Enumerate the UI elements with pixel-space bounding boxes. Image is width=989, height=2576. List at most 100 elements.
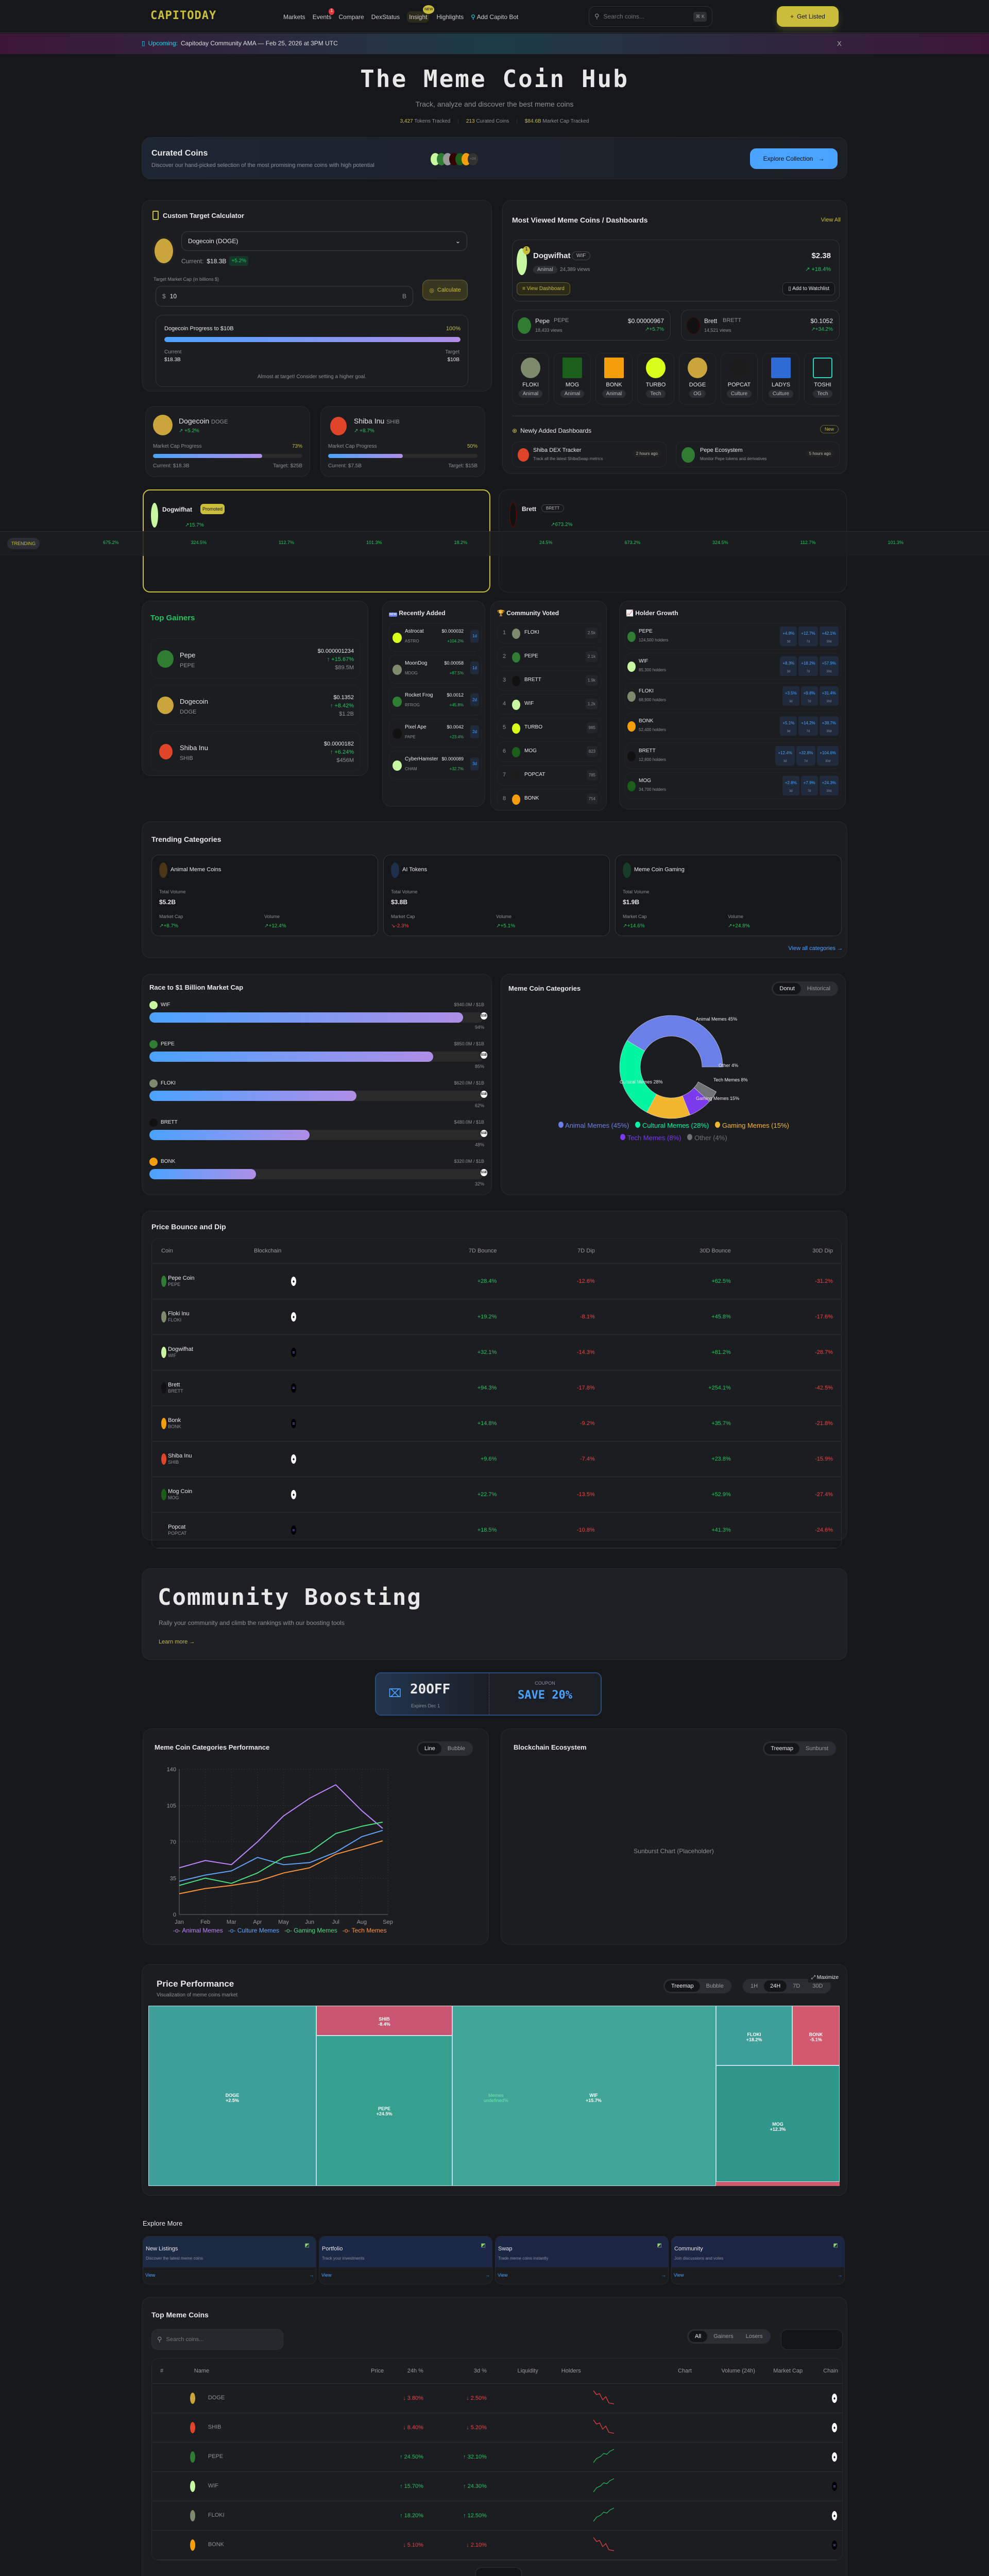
table-row[interactable]: Popcat POPCAT ≡ +18.5% -10.8% +41.3% -24.6% (152, 1512, 841, 1548)
category-card[interactable]: Animal Meme Coins Total Volume $5.2B Market… (151, 855, 378, 936)
voted-item[interactable]: 2 PEPE 2.1k (497, 647, 601, 667)
legend-item[interactable]: -o- Animal Memes (173, 1927, 223, 1934)
treemap-cell[interactable]: MOG +12.3% (716, 2065, 840, 2182)
treemap-cell[interactable]: BONK -5.1% (792, 2006, 840, 2065)
tab-line[interactable]: Line (418, 1743, 441, 1754)
holder-item[interactable]: BONK 52,400 holders +5.1% 3d+14.2% 7d+38.7% 3… (625, 713, 841, 739)
sort-select[interactable] (781, 2329, 843, 2350)
table-row[interactable]: WIF ↑ 15.70% ↑ 24.30% ≡ (152, 2471, 842, 2501)
table-row[interactable]: Floki Inu FLOKI ♦ +19.2% -8.1% +45.8% -17.6% (152, 1299, 841, 1334)
coin-tile[interactable]: TOSHI Tech (804, 353, 841, 404)
tab-bubble[interactable]: Bubble (447, 1745, 465, 1752)
learn-more-link[interactable]: Learn more → (159, 1639, 195, 1645)
treemap-cell[interactable]: Memes undefined% WIF +15.7% (452, 2006, 716, 2186)
voted-item[interactable]: 4 WIF 1.2k (497, 694, 601, 715)
treemap-cell[interactable]: SHIB -8.4% (316, 2006, 452, 2036)
range-24h[interactable]: 24H (764, 1980, 787, 1992)
gainer-row[interactable]: Shiba Inu SHIB $0.0000182 ↑ +6.24% $456M (150, 731, 361, 771)
tab-treemap[interactable]: Treemap (764, 1743, 799, 1754)
recent-item[interactable]: MoonDog MDOG $0.00058 +87.5% 1d (389, 655, 482, 684)
tab-treemap[interactable]: Treemap (665, 1980, 700, 1992)
holder-item[interactable]: FLOKI 68,900 holders +3.5% 3d+9.8% 7d+31.4% 3… (625, 683, 841, 709)
new-dashboard-item[interactable]: Shiba DEX Tracker Track all the latest S… (512, 442, 667, 467)
table-row[interactable]: Mog Coin MOG ♦ +22.7% -13.5% +52.9% -27.4% (152, 1477, 841, 1512)
search-input[interactable] (603, 13, 690, 20)
table-row[interactable]: Brett BRETT ≡ +94.3% -17.8% +254.1% -42.5% (152, 1370, 841, 1405)
viewed-coin-card[interactable]: Brett BRETT 14,521 views $0.1052 ↗+34.2% (681, 310, 840, 341)
calculate-button[interactable]: ◎ Calculate (422, 280, 468, 300)
banner-close-button[interactable]: X (837, 40, 842, 47)
holder-item[interactable]: BRETT 12,800 holders +12.4% 3d+32.8% 7d+104.… (625, 742, 841, 769)
category-card[interactable]: Meme Coin Gaming Total Volume $1.9B Market … (615, 855, 842, 936)
legend-item[interactable]: Animal Memes (45%) (558, 1122, 629, 1129)
recent-item[interactable]: Astrocat ASTRO $0.000032 +104.2% 1d (389, 623, 482, 652)
recent-item[interactable]: Rocket Frog RFROG $0.0012 +45.8% 2d (389, 687, 482, 716)
tab-historical[interactable]: Historical (807, 986, 830, 992)
tab-donut[interactable]: Donut (773, 983, 801, 994)
treemap-cell[interactable]: DOGE +2.5% (148, 2006, 316, 2186)
view-dashboard-button[interactable]: ≡ View Dashboard (517, 282, 570, 295)
recent-item[interactable]: CyberHamster CHAM $0.000089 +32.7% 3d (389, 751, 482, 779)
recent-item[interactable]: Pixel Ape PAPE $0.0042 +23.4% 2d (389, 719, 482, 748)
gainer-row[interactable]: Pepe PEPE $0.000001234 ↑ +15.67% $89.5M (150, 638, 361, 679)
coin-tile[interactable]: MOG Animal (554, 353, 591, 404)
gainer-row[interactable]: Dogecoin DOGE $0.1352 ↑ +8.42% $1.2B (150, 685, 361, 725)
top-viewed-coin[interactable]: 1 Dogwifhat WIF Animal 24,389 views $2.3… (512, 240, 840, 301)
nav-compare[interactable]: Compare (338, 13, 364, 21)
curated-avatars[interactable]: +24 (431, 153, 478, 165)
coin-search[interactable]: ⚲ (151, 2329, 283, 2350)
coin-tile[interactable]: LADYS Culture (762, 353, 799, 404)
filter-losers[interactable]: Losers (745, 2333, 763, 2340)
search-box[interactable]: ⚲ ⌘ K (589, 6, 712, 27)
explore-card[interactable]: Swap Trade meme coins instantly ◩ View → (495, 2236, 669, 2284)
legend-item[interactable]: -o- Tech Memes (342, 1927, 387, 1934)
voted-item[interactable]: 8 BONK 754 (497, 789, 601, 805)
add-watchlist-button[interactable]: ▯ Add to Watchlist (782, 282, 835, 295)
legend-item[interactable]: -o- Gaming Memes (284, 1927, 337, 1934)
legend-item[interactable]: -o- Culture Memes (228, 1927, 280, 1934)
legend-item[interactable]: Gaming Memes (15%) (715, 1122, 789, 1129)
new-dashboard-item[interactable]: Pepe Ecosystem Monitor Pepe tokens and d… (676, 442, 840, 467)
table-row[interactable]: Bonk BONK ≡ +14.8% -9.2% +35.7% -21.8% (152, 1405, 841, 1441)
coin-search-input[interactable] (166, 2336, 240, 2343)
load-more-button[interactable] (475, 2567, 522, 2576)
view-all-link[interactable]: View All (821, 217, 841, 223)
coin-tile[interactable]: DOGE OG (679, 353, 716, 404)
table-row[interactable]: Dogwifhat WIF ≡ +32.1% -14.3% +81.2% -28.7% (152, 1334, 841, 1370)
holder-item[interactable]: PEPE 124,500 holders +4.8% 3d+12.7% 7d+42.1%… (625, 623, 841, 650)
voted-item[interactable]: 5 TURBO 985 (497, 718, 601, 738)
holder-item[interactable]: WIF 85,300 holders +8.3% 3d+18.2% 7d+57.9% 30… (625, 653, 841, 680)
get-listed-button[interactable]: + Get Listed (777, 6, 839, 27)
logo[interactable]: CAPITODAY (150, 9, 217, 22)
filter-gainers[interactable]: Gainers (713, 2333, 734, 2340)
tab-bubble[interactable]: Bubble (706, 1983, 724, 1989)
category-card[interactable]: AI Tokens Total Volume $3.8B Market Cap ↘-2.… (383, 855, 610, 936)
range-30d[interactable]: 30D (812, 1983, 823, 1989)
coin-tile[interactable]: TURBO Tech (637, 353, 674, 404)
nav-markets[interactable]: Markets (283, 13, 305, 21)
holder-item[interactable]: MOG 34,700 holders +2.8% 3d+7.9% 7d+24.3% 30d (625, 772, 841, 799)
viewed-coin-card[interactable]: Pepe PEPE 18,433 views $0.00000967 ↗+5.7% (512, 310, 671, 341)
mini-progress-card[interactable]: Dogecoin DOGE ↗ +5.2% Market Cap Progres… (145, 406, 310, 477)
treemap-cell[interactable]: PEPE +24.5% (316, 2036, 452, 2186)
coin-tile[interactable]: FLOKI Animal (512, 353, 549, 404)
legend-item[interactable]: Tech Memes (8%) (620, 1134, 681, 1142)
mini-progress-card[interactable]: Shiba Inu SHIB ↗ +8.7% Market Cap Progre… (320, 406, 485, 477)
explore-card[interactable]: Portfolio Track your investments ◩ View → (319, 2236, 492, 2284)
nav-add-bot[interactable]: ⚲ Add Capito Bot (471, 13, 519, 21)
target-input[interactable]: $10 B (156, 286, 413, 307)
table-row[interactable]: DOGE ↓ 3.80% ↓ 2.50% ♦ (152, 2383, 842, 2413)
table-row[interactable]: FLOKI ↑ 18.20% ↑ 12.50% ♦ (152, 2501, 842, 2530)
explore-card[interactable]: Community Join discussions and votes ◩ View… (671, 2236, 845, 2284)
filter-all[interactable]: All (689, 2331, 708, 2342)
table-row[interactable]: Shiba Inu SHIB ♦ +9.6% -7.4% +23.8% -15.9% (152, 1441, 841, 1477)
table-row[interactable]: SHIB ↓ 8.40% ↓ 5.20% ♦ (152, 2413, 842, 2442)
maximize-button[interactable]: ⤢ Maximize (808, 1973, 842, 1982)
nav-highlights[interactable]: Highlights (436, 13, 464, 21)
range-7d[interactable]: 7D (793, 1983, 800, 1989)
table-row[interactable]: PEPE ↑ 24.50% ↑ 32.10% ♦ (152, 2442, 842, 2471)
view-all-categories-link[interactable]: View all categories → (788, 945, 843, 952)
coin-tile[interactable]: POPCAT Culture (721, 353, 758, 404)
nav-events[interactable]: Events 1 (313, 8, 335, 21)
voted-item[interactable]: 6 MOG 823 (497, 741, 601, 762)
